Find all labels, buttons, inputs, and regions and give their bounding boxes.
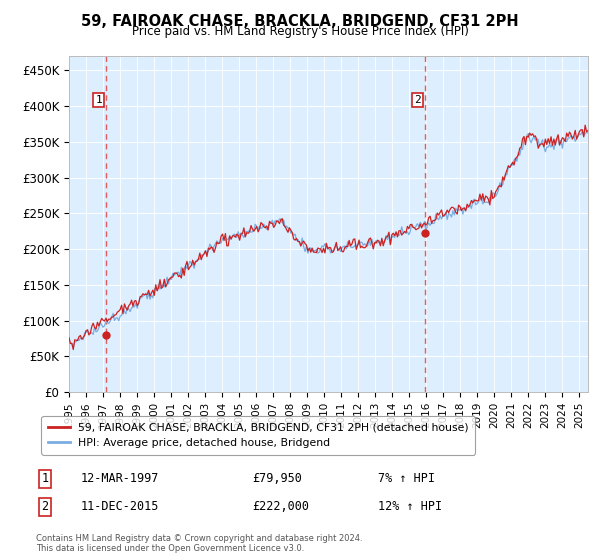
Text: Contains HM Land Registry data © Crown copyright and database right 2024.
This d: Contains HM Land Registry data © Crown c…	[36, 534, 362, 553]
Text: £222,000: £222,000	[252, 500, 309, 514]
Text: 1: 1	[41, 472, 49, 486]
Text: £79,950: £79,950	[252, 472, 302, 486]
Text: Price paid vs. HM Land Registry's House Price Index (HPI): Price paid vs. HM Land Registry's House …	[131, 25, 469, 38]
Text: 1: 1	[95, 95, 102, 105]
Text: 2: 2	[41, 500, 49, 514]
Text: 2: 2	[414, 95, 421, 105]
Text: 12% ↑ HPI: 12% ↑ HPI	[378, 500, 442, 514]
Text: 12-MAR-1997: 12-MAR-1997	[81, 472, 160, 486]
Text: 59, FAIROAK CHASE, BRACKLA, BRIDGEND, CF31 2PH: 59, FAIROAK CHASE, BRACKLA, BRIDGEND, CF…	[81, 14, 519, 29]
Legend: 59, FAIROAK CHASE, BRACKLA, BRIDGEND, CF31 2PH (detached house), HPI: Average pr: 59, FAIROAK CHASE, BRACKLA, BRIDGEND, CF…	[41, 416, 475, 455]
Text: 7% ↑ HPI: 7% ↑ HPI	[378, 472, 435, 486]
Text: 11-DEC-2015: 11-DEC-2015	[81, 500, 160, 514]
